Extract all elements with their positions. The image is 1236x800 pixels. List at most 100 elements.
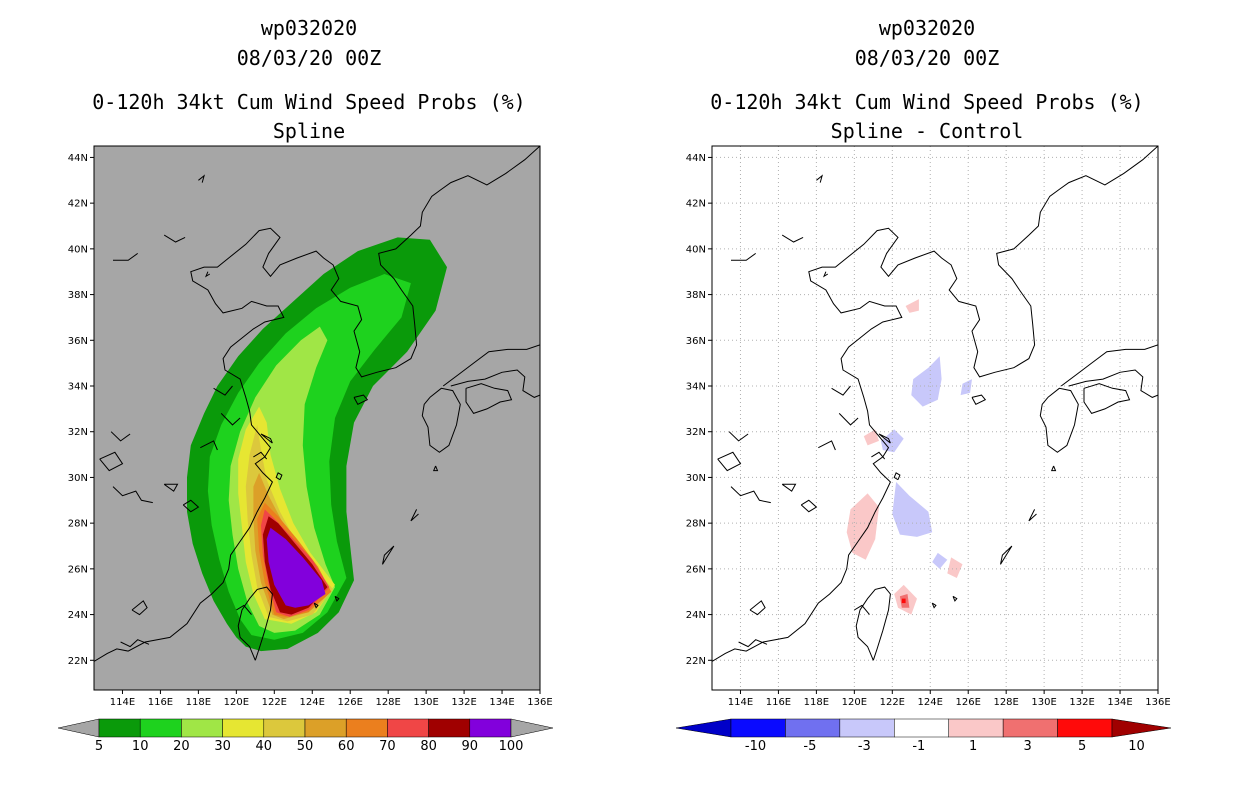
x-tick-label: 116E	[148, 697, 173, 708]
x-tick-label: 124E	[300, 697, 325, 708]
colorbar-label: 3	[1023, 739, 1031, 754]
coastline	[465, 383, 513, 414]
y-tick-label: 40N	[686, 244, 706, 255]
colorbar-swatch	[263, 718, 306, 738]
forecast-time: 08/03/20 00Z	[854, 46, 1000, 70]
gridlines	[712, 146, 1158, 690]
colorbar-swatch	[948, 718, 1004, 738]
y-tick-label: 44N	[68, 153, 88, 164]
coastline	[854, 604, 870, 615]
coastline	[1050, 465, 1057, 472]
contour-region	[960, 379, 972, 396]
coastline	[410, 509, 419, 522]
contour-layer	[846, 299, 972, 615]
y-tick-label: 36N	[68, 336, 88, 347]
y-tick-label: 42N	[686, 199, 706, 210]
x-tick-label: 124E	[918, 697, 943, 708]
coastline	[260, 433, 273, 444]
coastline	[353, 394, 369, 405]
coastline	[781, 483, 797, 492]
y-tick-label: 38N	[686, 290, 706, 301]
contour-region	[947, 557, 963, 578]
colorbar-swatch	[98, 718, 141, 738]
plot-frame	[93, 145, 541, 691]
storm-id: wp032020	[878, 16, 976, 40]
colorbar-swatch	[894, 718, 949, 738]
coastline	[200, 440, 218, 451]
chart-title: 0-120h 34kt Cum Wind Speed Probs (%)	[92, 90, 526, 114]
colorbar-label: 5	[95, 739, 103, 754]
colorbar-label: -1	[912, 739, 925, 754]
colorbar-label: 80	[420, 739, 437, 754]
colorbar-label: 90	[462, 739, 479, 754]
colorbar: 5 10 20 30 40 50 60 70 80 90 100	[57, 718, 554, 754]
difference-map: 114E 116E 118E 120E 122E 124E 126E 128E 130E 132E…	[675, 145, 1172, 754]
coastline	[1068, 369, 1158, 398]
coastline	[730, 486, 771, 504]
coastline	[442, 344, 540, 387]
colorbar-label: 30	[214, 739, 231, 754]
coastline	[1039, 387, 1079, 453]
x-tick-label: 118E	[804, 697, 829, 708]
y-tick-label: 44N	[686, 153, 706, 164]
x-tick-label: 134E	[1107, 697, 1132, 708]
x-tick-label: 116E	[766, 697, 791, 708]
coastline	[112, 486, 153, 504]
coastline	[99, 451, 124, 472]
y-tick-label: 26N	[68, 564, 88, 575]
colorbar-swatch	[387, 718, 429, 738]
coastline	[855, 586, 891, 661]
colorbar-label: -10	[745, 739, 766, 754]
coastline	[110, 431, 131, 442]
colorbar-under-arrow	[57, 718, 100, 738]
contour-region	[846, 493, 879, 560]
coastline	[822, 271, 829, 278]
coastline	[712, 146, 1158, 663]
coastline	[738, 639, 768, 648]
contour-region	[266, 527, 326, 608]
coastline	[237, 586, 273, 661]
colorbar-swatch	[428, 718, 471, 738]
contour-region	[892, 482, 933, 537]
colorbar-swatch	[469, 718, 512, 738]
x-tick-label: 126E	[956, 697, 981, 708]
colorbar-label: 60	[338, 739, 355, 754]
x-tick-label: 128E	[375, 697, 400, 708]
coastline	[198, 174, 205, 183]
colorbar-label: 50	[297, 739, 314, 754]
colorbar-swatch	[1057, 718, 1113, 738]
y-tick-label: 30N	[686, 473, 706, 484]
coastline	[163, 234, 186, 243]
coastlines	[94, 146, 540, 663]
y-tick-label: 22N	[686, 656, 706, 667]
y-tick-label: 34N	[68, 382, 88, 393]
coastline	[163, 483, 179, 492]
x-tick-label: 114E	[110, 697, 135, 708]
colorbar-label: 100	[499, 739, 524, 754]
colorbar-label: 20	[173, 739, 190, 754]
colorbar-label: 1	[969, 739, 977, 754]
x-tick-label: 118E	[186, 697, 211, 708]
coastline	[120, 639, 150, 648]
coastline	[313, 602, 319, 609]
coastline	[131, 600, 148, 616]
y-tick-label: 24N	[686, 610, 706, 621]
coastline	[831, 385, 851, 396]
coastline	[800, 499, 818, 513]
y-tick-label: 40N	[68, 244, 88, 255]
coastline	[728, 431, 749, 442]
x-tick-label: 134E	[489, 697, 514, 708]
coastline	[236, 604, 252, 615]
contour-region	[863, 429, 879, 446]
colorbar-swatch	[1002, 718, 1058, 738]
x-tick-label: 126E	[338, 697, 363, 708]
colorbar-label: -5	[803, 739, 816, 754]
coastline	[717, 451, 742, 472]
y-tick-label: 32N	[68, 427, 88, 438]
x-tick-label: 130E	[413, 697, 438, 708]
colorbar-swatch	[222, 718, 265, 738]
plot-background	[712, 146, 1158, 690]
y-tick-label: 28N	[686, 519, 706, 530]
x-tick-label: 122E	[880, 697, 905, 708]
colorbar-swatch	[139, 718, 182, 738]
